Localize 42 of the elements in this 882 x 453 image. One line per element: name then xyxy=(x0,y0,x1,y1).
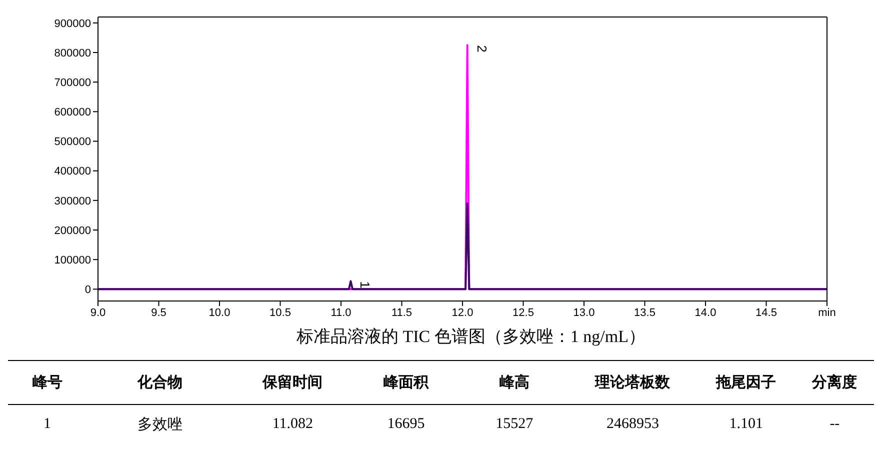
x-tick-label: 9.5 xyxy=(151,306,166,319)
text: 化合物 xyxy=(136,372,184,393)
annotation: 1 xyxy=(358,281,373,288)
y-tick-label: 800000 xyxy=(54,47,91,60)
text: 多效唑 xyxy=(136,416,184,435)
text: 标准品溶液的 TIC 色谱图（多效唑：1 ng/mL） xyxy=(296,326,646,348)
text: 2468953 xyxy=(605,415,660,434)
text: 峰高 xyxy=(498,372,530,393)
x-tick-label: 13.5 xyxy=(634,306,656,319)
y-tick-label: 500000 xyxy=(54,136,91,148)
y-tick-label: 600000 xyxy=(54,106,91,119)
y-tick-label: 200000 xyxy=(54,224,91,237)
x-tick-label: 9.0 xyxy=(90,306,106,319)
y-tick-label: 400000 xyxy=(54,166,91,178)
x-tick-label: 10.0 xyxy=(208,306,230,319)
text: 16695 xyxy=(386,415,426,434)
x-tick-label: 14.0 xyxy=(694,306,716,319)
y-tick-label: 100000 xyxy=(54,254,91,266)
x-tick-label: 13.0 xyxy=(573,306,595,319)
text: 1.101 xyxy=(728,415,764,434)
x-tick-label: 12.0 xyxy=(452,306,474,319)
text: 保留时间 xyxy=(261,372,324,393)
text: 拖尾因子 xyxy=(714,372,778,393)
text: -- xyxy=(828,415,841,434)
y-tick-label: 900000 xyxy=(54,18,91,30)
x-tick-label: 12.5 xyxy=(512,306,534,319)
y-tick-label: 300000 xyxy=(54,195,91,208)
x-tick-label: min xyxy=(818,306,836,319)
x-tick-label: 10.5 xyxy=(270,306,291,319)
y-tick-label: 0 xyxy=(84,284,91,296)
text: 峰面积 xyxy=(382,372,430,393)
text: 峰号 xyxy=(31,372,64,393)
y-tick-label: 700000 xyxy=(54,76,91,89)
text: 1 xyxy=(42,415,52,434)
text: 15527 xyxy=(494,415,534,434)
annotation: 2 xyxy=(474,45,490,52)
text: 分离度 xyxy=(810,372,858,393)
x-tick-label: 11.5 xyxy=(391,306,412,319)
x-tick-label: 11.0 xyxy=(330,306,352,319)
text: 11.082 xyxy=(271,415,314,434)
x-tick-label: 14.5 xyxy=(756,306,777,319)
text: 理论塔板数 xyxy=(594,372,672,393)
